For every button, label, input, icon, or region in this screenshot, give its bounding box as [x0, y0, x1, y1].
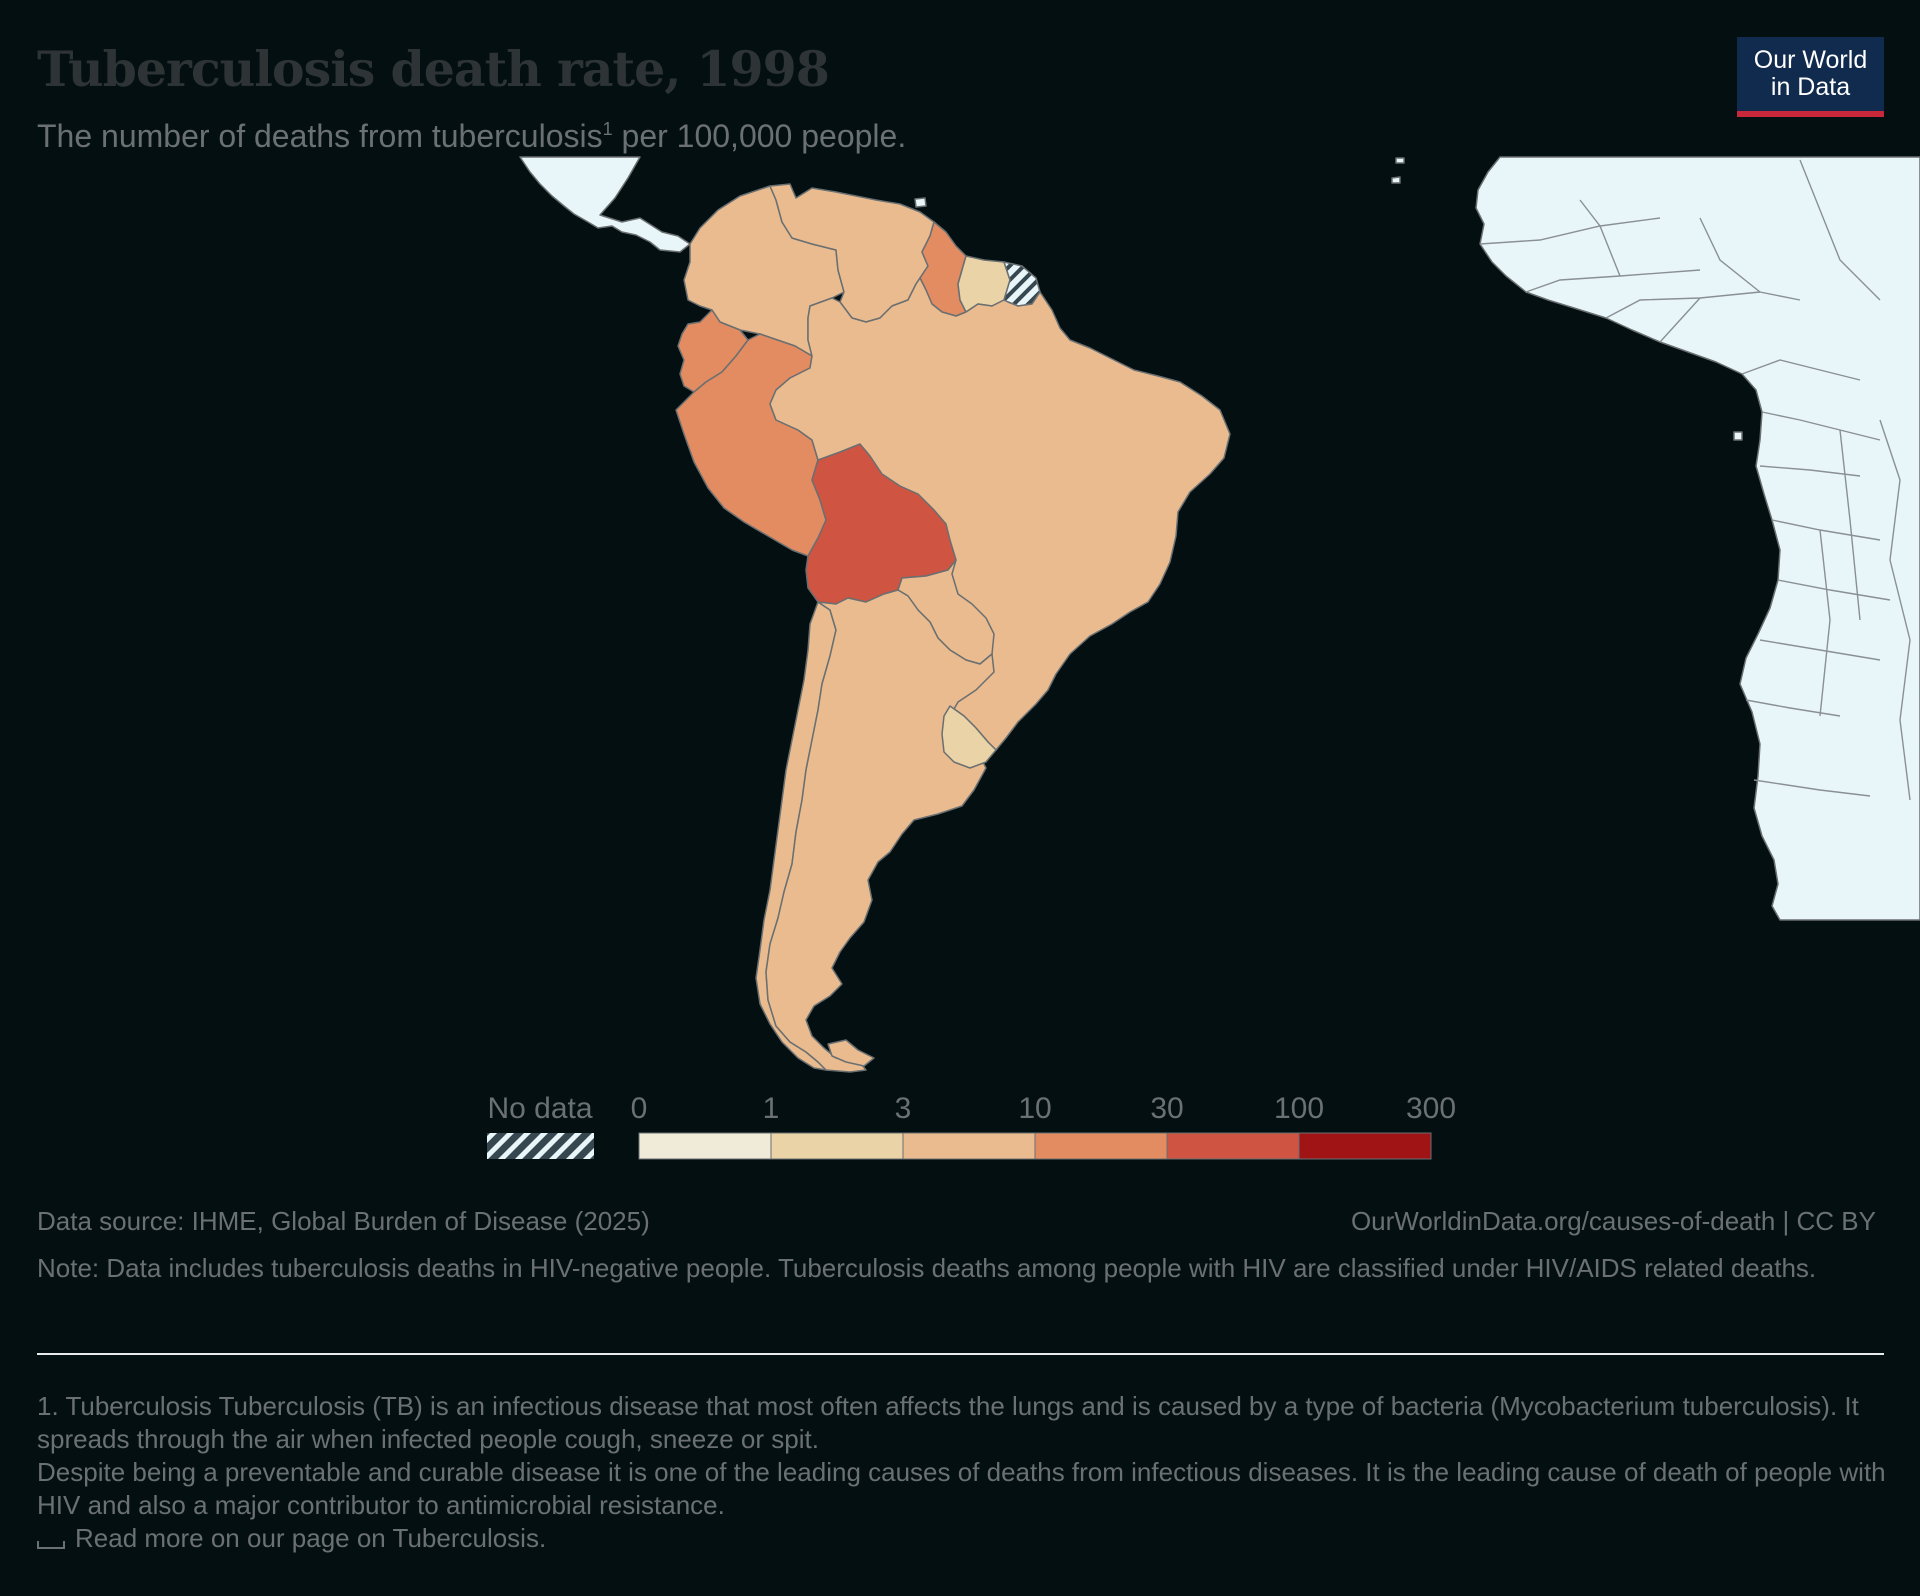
legend-tick-label: 0 — [631, 1092, 648, 1125]
source-url[interactable]: OurWorldinData.org/causes-of-death | CC … — [1350, 1206, 1876, 1236]
legend-no-data-label: No data — [487, 1092, 592, 1125]
chart-title: Tuberculosis death rate, 1998 — [37, 40, 830, 98]
country-caribbean-island-1[interactable] — [914, 197, 927, 208]
choropleth-map[interactable] — [0, 150, 1920, 1080]
legend-bin-1-3[interactable] — [770, 1132, 904, 1160]
legend-bin-100-300[interactable] — [1298, 1132, 1432, 1160]
legend-no-data-swatch[interactable] — [487, 1133, 594, 1159]
divider — [37, 1353, 1884, 1355]
footnote-marker[interactable]: 1 — [602, 119, 613, 139]
continent-africa[interactable] — [1475, 156, 1920, 921]
legend-bin-30-100[interactable] — [1166, 1132, 1300, 1160]
logo-line-1: Our World — [1753, 46, 1868, 74]
logo-line-2: in Data — [1770, 73, 1851, 101]
chart-subtitle: The number of deaths from tuberculosis1 … — [37, 118, 906, 155]
country-argentina[interactable] — [765, 589, 995, 1073]
footnote-2: Despite being a preventable and curable … — [37, 1457, 1886, 1520]
footnote-1: 1. Tuberculosis Tuberculosis (TB) is an … — [37, 1391, 1859, 1454]
map-legend: No data 0 1 3 10 30 100 300 — [0, 1080, 1920, 1160]
subtitle-text: The number of deaths from tuberculosis — [37, 118, 603, 154]
country-caribbean-island-2[interactable] — [1395, 157, 1405, 164]
legend-tick-label: 1 — [763, 1092, 780, 1125]
read-more-link[interactable]: Read more on our page on Tuberculosis. — [75, 1523, 547, 1553]
legend-bin-3-10[interactable] — [902, 1132, 1036, 1160]
africa-island[interactable] — [1733, 431, 1743, 441]
legend-tick-label: 3 — [895, 1092, 912, 1125]
legend-tick-label: 10 — [1018, 1092, 1051, 1125]
link-icon — [37, 1541, 65, 1549]
legend-tick-label: 30 — [1150, 1092, 1183, 1125]
legend-bin-0-1[interactable] — [638, 1132, 772, 1160]
subtitle-suffix: per 100,000 people. — [612, 118, 907, 154]
legend-tick-label: 300 — [1406, 1092, 1456, 1125]
data-source: Data source: IHME, Global Burden of Dise… — [37, 1206, 650, 1236]
country-tierra-del-fuego[interactable] — [827, 1039, 875, 1067]
legend-bin-10-30[interactable] — [1034, 1132, 1168, 1160]
country-caribbean-island-3[interactable] — [1391, 176, 1401, 184]
read-more-row: Read more on our page on Tuberculosis. — [37, 1522, 1887, 1555]
footer-note: Note: Data includes tuberculosis deaths … — [37, 1253, 1817, 1283]
legend-tick-label: 100 — [1274, 1092, 1324, 1125]
country-uruguay[interactable] — [941, 705, 997, 769]
country-central-america[interactable] — [519, 156, 691, 253]
owid-logo[interactable]: Our World in Data — [1737, 37, 1884, 117]
footnotes: 1. Tuberculosis Tuberculosis (TB) is an … — [37, 1390, 1887, 1555]
